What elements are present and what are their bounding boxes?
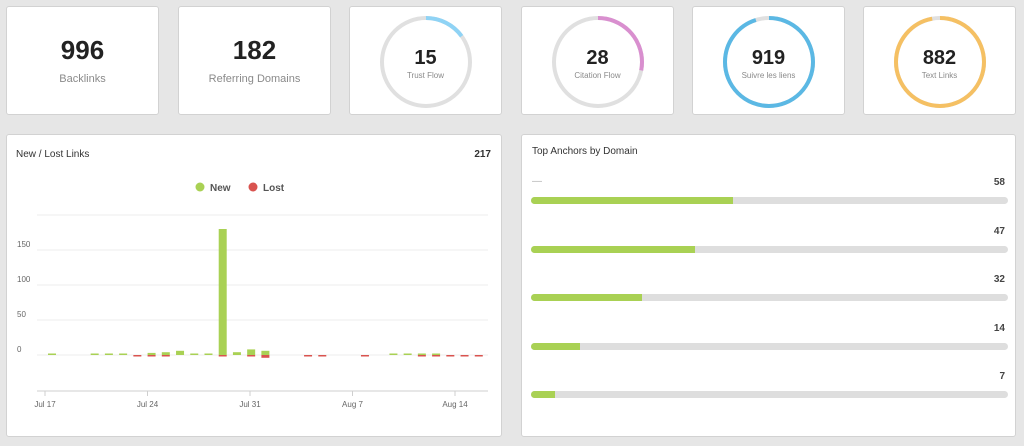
anchor-value: 7 <box>999 371 1005 382</box>
trust-flow-ring <box>380 16 472 108</box>
chart-gridlines <box>37 214 488 356</box>
anchor-bar-fill <box>531 294 643 301</box>
citation-flow-card: 28 Citation Flow <box>521 6 674 115</box>
new-lost-links-total: 217 <box>474 149 491 160</box>
chart-legend: New Lost <box>195 182 285 195</box>
trust-flow-card: 15 Trust Flow <box>349 6 502 115</box>
citation-flow-label: Citation Flow <box>574 71 621 80</box>
bar-new[interactable] <box>176 350 185 355</box>
bar-lost[interactable] <box>147 355 156 357</box>
anchor-bar-track <box>531 197 1008 204</box>
chart-y-axis: 150 100 50 0 <box>17 240 31 354</box>
bar-new[interactable] <box>218 229 227 355</box>
trust-flow-label: Trust Flow <box>406 71 445 80</box>
bar-lost[interactable] <box>474 355 483 357</box>
anchor-value: 32 <box>993 274 1005 285</box>
anchor-bar-fill <box>531 245 695 253</box>
ring-progress <box>894 16 986 108</box>
referring-domains-value: 182 <box>232 35 277 65</box>
top-anchors-title: Top Anchors by Domain <box>532 146 638 157</box>
new-lost-links-title: New / Lost Links <box>16 149 90 160</box>
top-anchors-panel: Top Anchors by Domain — 58 47 32 14 7 <box>521 134 1016 437</box>
bar-new[interactable] <box>261 350 270 355</box>
ring-progress <box>380 16 472 108</box>
bar-new[interactable] <box>161 352 170 355</box>
trust-flow-value: 15 <box>414 47 437 69</box>
text-links-value: 882 <box>922 47 957 69</box>
bar-new[interactable] <box>104 353 113 356</box>
bar-new[interactable] <box>389 353 398 356</box>
anchor-value: 14 <box>993 322 1005 334</box>
backlinks-value: 996 <box>60 35 105 65</box>
bar-lost[interactable] <box>360 355 369 357</box>
bar-new[interactable] <box>48 353 56 356</box>
bar-new[interactable] <box>432 353 441 356</box>
anchor-label: — <box>532 176 542 187</box>
bar-new[interactable] <box>403 353 412 356</box>
legend-label-new: New <box>210 183 231 194</box>
bar-lost[interactable] <box>318 355 327 357</box>
ring-progress <box>552 16 644 108</box>
x-tick-label: Jul 24 <box>137 400 159 409</box>
anchor-bar-track <box>531 245 1008 253</box>
backlinks-card: 996 Backlinks <box>6 6 159 115</box>
bar-new[interactable] <box>417 353 426 356</box>
legend-item-lost[interactable]: Lost <box>248 182 285 195</box>
bar-lost[interactable] <box>417 355 426 357</box>
follow-links-card: 919 Suivre les liens <box>692 6 845 115</box>
bar-lost[interactable] <box>304 355 313 357</box>
bar-new[interactable] <box>147 352 156 355</box>
bar-lost[interactable] <box>460 355 469 357</box>
bar-lost[interactable] <box>218 355 227 357</box>
anchor-bar-fill <box>531 197 733 204</box>
x-tick-label: Jul 31 <box>239 400 261 409</box>
backlinks-label: Backlinks <box>59 73 106 85</box>
ring-progress <box>723 16 815 108</box>
bar-lost[interactable] <box>261 355 270 358</box>
new-lost-links-chart: New Lost 150 100 50 0 Jul 17 Jul 24 Jul 31 Aug… <box>17 182 488 409</box>
legend-label-lost: Lost <box>263 183 285 194</box>
bar-new[interactable] <box>119 353 128 356</box>
bar-new[interactable] <box>247 349 256 355</box>
legend-swatch-lost <box>248 182 258 192</box>
anchor-bar-track <box>531 294 1008 301</box>
x-tick-label: Aug 14 <box>442 400 468 409</box>
bar-lost[interactable] <box>133 355 142 357</box>
follow-links-ring <box>723 16 815 108</box>
y-tick-label: 0 <box>17 345 22 354</box>
referring-domains-label: Referring Domains <box>208 73 301 85</box>
anchor-bar-fill <box>531 391 556 398</box>
new-lost-links-panel: New / Lost Links 217 New Lost 150 100 50 0 … <box>6 134 502 437</box>
follow-links-value: 919 <box>751 47 786 69</box>
text-links-ring <box>894 16 986 108</box>
bar-lost[interactable] <box>446 355 455 357</box>
chart-x-axis: Jul 17 Jul 24 Jul 31 Aug 7 Aug 14 <box>34 390 488 409</box>
text-links-label: Text Links <box>921 71 958 80</box>
text-links-card: 882 Text Links <box>863 6 1016 115</box>
bar-new[interactable] <box>232 352 241 355</box>
citation-flow-value: 28 <box>586 47 609 69</box>
chart-bars <box>48 229 483 358</box>
anchor-bar-track <box>531 342 1008 350</box>
bar-new[interactable] <box>90 353 99 356</box>
y-tick-label: 150 <box>17 240 31 249</box>
follow-links-label: Suivre les liens <box>741 71 796 80</box>
legend-item-new[interactable]: New <box>195 182 231 195</box>
bar-lost[interactable] <box>247 355 256 357</box>
bar-lost[interactable] <box>161 355 170 357</box>
y-tick-label: 50 <box>17 310 26 319</box>
anchor-value: 58 <box>993 177 1005 188</box>
referring-domains-card: 182 Referring Domains <box>178 6 331 115</box>
anchor-bar-track <box>531 391 1008 398</box>
bar-new[interactable] <box>204 353 213 356</box>
x-tick-label: Jul 17 <box>34 400 56 409</box>
anchor-bar-fill <box>531 342 580 350</box>
x-tick-label: Aug 7 <box>342 400 363 409</box>
citation-flow-ring <box>552 16 644 108</box>
bar-lost[interactable] <box>432 355 441 357</box>
bar-new[interactable] <box>190 353 199 356</box>
anchor-value: 47 <box>993 225 1005 237</box>
y-tick-label: 100 <box>17 275 31 284</box>
legend-swatch-new <box>195 182 205 192</box>
